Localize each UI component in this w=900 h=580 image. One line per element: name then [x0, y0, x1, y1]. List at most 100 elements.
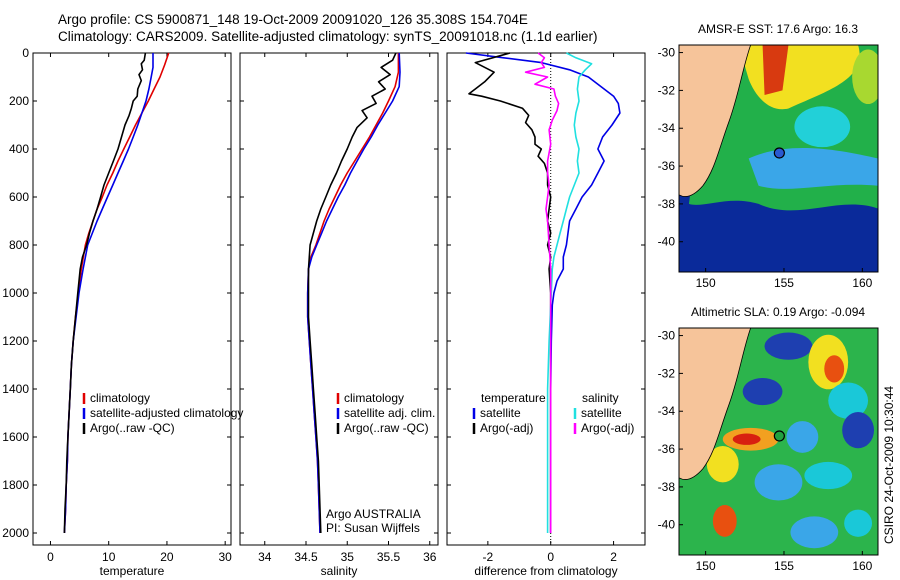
argo-position-marker — [773, 147, 785, 159]
axes-box-salinity — [239, 52, 439, 546]
ytick-label: 600 — [9, 190, 29, 204]
ytick-label: 1200 — [2, 334, 29, 348]
map-xtick-label: 160 — [852, 276, 872, 290]
sst-map-field — [679, 45, 878, 272]
series-line-argo-raw-qc- — [307, 52, 397, 534]
map-ytick-label: -34 — [658, 121, 676, 135]
legend-entry-label: satellite — [581, 406, 622, 420]
ytick-label: 400 — [9, 142, 29, 156]
xtick-label: 35.5 — [377, 550, 401, 564]
legend-entry-label: satellite-adjusted climatology — [90, 406, 243, 420]
map-ytick-label: -30 — [658, 329, 676, 343]
panel-temperature: 0 200 400 600 800 1000 1200 1400 1600 1800 2000 0 10… — [2, 46, 232, 578]
sla-map-frame — [678, 327, 879, 556]
sst-map: 150 155 160 -30 -32 -34 -36 -38 -40 — [658, 44, 879, 290]
ytick-label: 1800 — [2, 478, 29, 492]
map-ytick-label: -32 — [658, 366, 676, 380]
map-ytick-label: -36 — [658, 159, 676, 173]
map-ytick-label: -34 — [658, 404, 676, 418]
timestamp-stamp: CSIRO 24-Oct-2009 10:30:44 — [882, 385, 896, 544]
map-ytick-label: -40 — [658, 518, 676, 532]
map-xtick-label: 155 — [774, 276, 794, 290]
legend-entry-label: satellite — [480, 406, 521, 420]
map-ytick-label: -38 — [658, 480, 676, 494]
map-ytick-label: -30 — [658, 46, 676, 60]
credit-line2: PI: Susan Wijffels — [326, 521, 420, 535]
ytick-label: 1000 — [2, 286, 29, 300]
series-line-temperature-argo-adj- — [468, 52, 552, 533]
xtick-label: -2 — [483, 550, 494, 564]
sla-anomaly — [742, 377, 783, 406]
ytick-label: 800 — [9, 238, 29, 252]
sla-anomaly — [706, 446, 739, 483]
map-ytick-label: -40 — [658, 235, 676, 249]
axes-box-temperature — [32, 52, 232, 546]
sla-anomaly — [804, 461, 853, 490]
xtick-label: 36 — [423, 550, 437, 564]
xaxis-label-difference: difference from climatology — [474, 564, 617, 578]
map-xtick-label: 155 — [774, 559, 794, 573]
sla-anomaly — [764, 332, 813, 360]
axes-box-difference — [446, 52, 646, 546]
xtick-label: 34.5 — [294, 550, 318, 564]
land-mass — [679, 45, 752, 197]
sla-anomaly — [842, 411, 875, 449]
sla-anomaly — [790, 516, 839, 549]
series-line-climatology — [63, 52, 170, 534]
argo-position-marker — [773, 430, 785, 442]
xaxis-label-salinity: salinity — [321, 564, 358, 578]
xtick-label: 0 — [547, 550, 554, 564]
ytick-label: 200 — [9, 94, 29, 108]
map-xtick-label: 150 — [696, 276, 716, 290]
sla-anomaly — [712, 505, 737, 537]
xaxis-label-temperature: temperature — [100, 564, 165, 578]
sst-map-frame — [678, 44, 879, 273]
map-ytick-label: -36 — [658, 442, 676, 456]
sst-warm-patch — [852, 49, 878, 105]
sla-map-title: Altimetric SLA: 0.19 Argo: -0.094 — [690, 305, 866, 319]
figure-title-line2: Climatology: CARS2009. Satellite-adjuste… — [58, 29, 598, 44]
sla-anomaly — [754, 464, 803, 501]
sst-eddy — [794, 106, 851, 148]
legend-entry-label: Argo(-adj) — [480, 421, 533, 435]
ytick-label: 0 — [22, 46, 29, 60]
panel-salinity: 34 34.5 35 35.5 36 salinity — [239, 52, 439, 578]
legend-entry-label: satellite adj. clim. — [344, 406, 435, 420]
series-line-temperature-satellite — [465, 52, 621, 533]
legend-heading: temperature — [481, 391, 546, 405]
xtick-label: 2 — [610, 550, 617, 564]
map-ytick-label: -32 — [658, 83, 676, 97]
series-line-satellite-adj-clim- — [306, 52, 401, 534]
xtick-label: 30 — [218, 550, 232, 564]
sla-anomaly — [824, 355, 845, 383]
legend-heading: salinity — [582, 391, 619, 405]
xtick-label: 34 — [258, 550, 272, 564]
map-xtick-label: 160 — [852, 559, 872, 573]
xtick-label: 35 — [341, 550, 355, 564]
legend-entry-label: Argo(..raw -QC) — [344, 421, 429, 435]
xtick-label: 20 — [160, 550, 174, 564]
xtick-label: 0 — [47, 550, 54, 564]
ytick-label: 2000 — [2, 526, 29, 540]
land-mass — [679, 328, 752, 480]
xtick-label: 10 — [102, 550, 116, 564]
legend-difference: temperaturesatelliteArgo(-adj)salinitysa… — [472, 391, 634, 435]
series-line-climatology — [306, 53, 400, 534]
legend-entry-label: climatology — [344, 391, 404, 405]
ytick-label: 1600 — [2, 430, 29, 444]
legend-entry-label: climatology — [90, 391, 150, 405]
sla-anomaly — [732, 433, 761, 445]
map-ytick-label: -38 — [658, 197, 676, 211]
series-line-salinity-argo-adj- — [524, 52, 560, 533]
sla-map-field — [679, 328, 878, 555]
map-xtick-label: 150 — [696, 559, 716, 573]
ytick-label: 1400 — [2, 382, 29, 396]
sla-anomaly — [828, 382, 869, 419]
sla-map: 150 155 160 -30 -32 -34 -36 -38 -40 — [658, 327, 879, 573]
series-line-argo-raw-qc- — [63, 52, 147, 534]
legend-entry-label: Argo(-adj) — [581, 421, 634, 435]
